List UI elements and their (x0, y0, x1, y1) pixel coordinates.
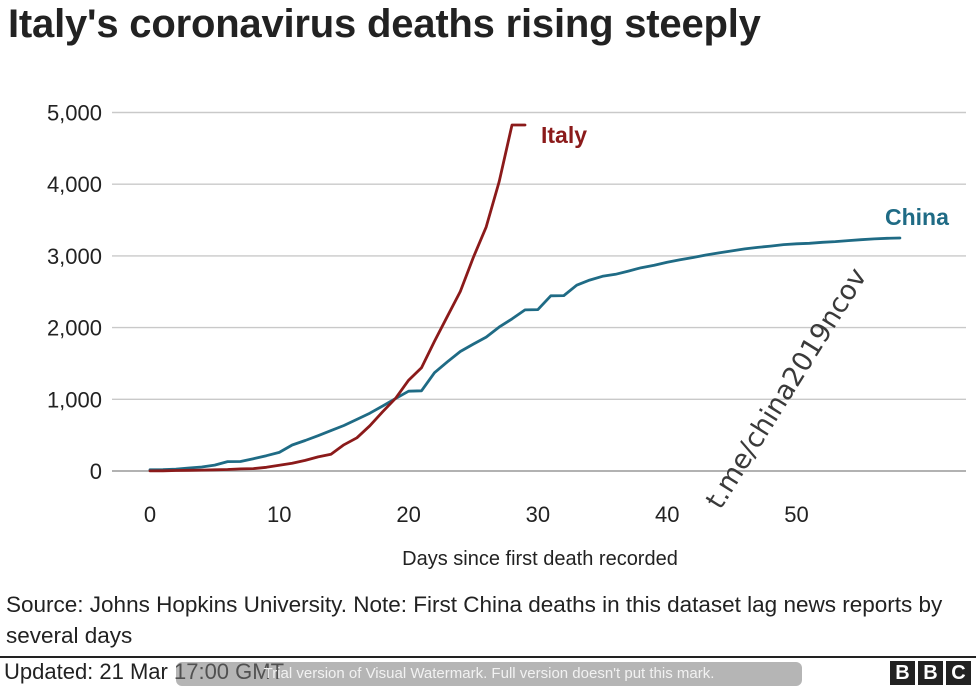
chart-title: Italy's coronavirus deaths rising steepl… (8, 2, 761, 46)
y-tick-label: 5,000 (47, 101, 102, 126)
bbc-logo-letter: C (946, 661, 971, 685)
series-lines (148, 123, 902, 473)
y-tick-label: 3,000 (47, 244, 102, 269)
y-tick-label: 1,000 (47, 387, 102, 412)
y-tick-label: 4,000 (47, 172, 102, 197)
gridlines (112, 111, 966, 472)
italy-series-line (148, 123, 527, 473)
source-note: Source: Johns Hopkins University. Note: … (6, 592, 943, 648)
footer-divider (0, 656, 976, 658)
x-tick-label: 10 (267, 502, 291, 527)
bbc-logo-letter: B (918, 661, 943, 685)
italy-series-label: Italy (541, 122, 587, 148)
visual-watermark-overlay: Trial version of Visual Watermark. Full … (176, 662, 802, 686)
y-tick-labels: 0 1,000 2,000 3,000 4,000 5,000 (47, 101, 102, 485)
x-tick-label: 40 (655, 502, 679, 527)
china-series-label: China (885, 204, 949, 230)
bbc-logo-letter: B (890, 661, 915, 685)
x-tick-label: 0 (144, 502, 156, 527)
china-series-line (148, 236, 902, 472)
x-axis-label: Days since first death recorded (402, 548, 678, 570)
y-tick-label: 2,000 (47, 316, 102, 341)
y-tick-label: 0 (90, 459, 102, 484)
x-tick-labels: 0 10 20 30 40 50 (144, 502, 809, 527)
x-tick-label: 50 (784, 502, 808, 527)
x-tick-label: 30 (526, 502, 550, 527)
bbc-logo: B B C (890, 661, 971, 685)
line-chart: 0 1,000 2,000 3,000 4,000 5,000 0 10 20 30 40 50 D… (47, 101, 966, 570)
x-tick-label: 20 (396, 502, 420, 527)
